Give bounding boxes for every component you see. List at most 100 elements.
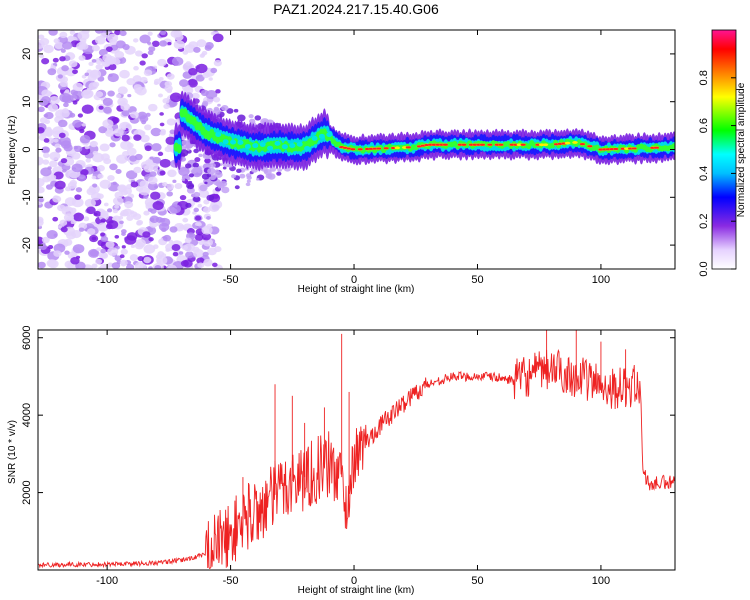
heatmap-noise-blob — [55, 147, 62, 153]
heatmap-noise-blob — [73, 145, 78, 150]
heatmap-noise-blob — [150, 127, 162, 137]
heatmap-noise-blob — [75, 187, 83, 193]
heatmap-noise-blob — [77, 30, 90, 41]
heatmap-noise-blob — [207, 167, 216, 175]
heatmap-noise-blob — [103, 106, 112, 114]
heatmap-noise-blob — [95, 258, 103, 265]
heatmap-noise-blob — [120, 248, 128, 255]
heatmap-noise-blob — [60, 158, 68, 164]
heatmap-noise-blob — [167, 169, 177, 178]
heatmap-ridge-peak — [572, 141, 578, 144]
heatmap-noise-blob — [233, 108, 239, 113]
heatmap-noise-blob — [182, 50, 189, 55]
heatmap-noise-blob — [48, 95, 60, 105]
heatmap-noise-blob — [107, 174, 115, 181]
heatmap-noise-blob — [149, 156, 154, 160]
heatmap-noise-blob — [221, 104, 229, 111]
heatmap-noise-blob — [90, 192, 102, 201]
heatmap-noise-blob — [77, 113, 83, 118]
heatmap-noise-blob — [77, 174, 87, 182]
heatmap-noise-blob — [63, 102, 69, 108]
heatmap-noise-blob — [120, 100, 126, 106]
heatmap-noise-blob — [100, 210, 109, 218]
heatmap-noise-blob — [217, 185, 222, 189]
heatmap-noise-blob — [42, 159, 50, 165]
heatmap-noise-blob — [212, 262, 218, 268]
heatmap-noise-blob — [204, 181, 208, 185]
heatmap-noise-blob — [62, 41, 73, 50]
heatmap-noise-blob — [172, 251, 179, 257]
heatmap-noise-blob — [135, 86, 147, 96]
heatmap-noise-blob — [129, 155, 138, 162]
heatmap-ridge-cell — [671, 143, 675, 150]
heatmap-noise-blob — [179, 149, 189, 157]
heatmap-noise-blob — [109, 163, 118, 171]
heatmap-noise-blob — [174, 182, 183, 190]
heatmap-noise-blob — [195, 74, 205, 82]
heatmap-noise-blob — [57, 74, 63, 79]
heatmap-noise-blob — [139, 115, 149, 123]
heatmap-noise-blob — [49, 160, 58, 168]
heatmap-noise-blob — [67, 181, 77, 189]
x-tick-label: 50 — [471, 274, 483, 286]
heatmap-noise-blob — [200, 53, 206, 57]
heatmap-noise-blob — [236, 168, 242, 174]
heatmap-noise-blob — [39, 117, 48, 124]
heatmap-noise-blob — [94, 35, 106, 45]
heatmap-noise-blob — [197, 262, 205, 268]
heatmap-noise-blob — [60, 140, 72, 149]
heatmap-noise-blob — [59, 31, 68, 39]
heatmap-noise-blob — [165, 136, 176, 145]
heatmap-ridge-cell — [289, 143, 296, 149]
heatmap-noise-blob — [53, 138, 59, 143]
heatmap-noise-blob — [183, 243, 196, 253]
heatmap-noise-blob — [155, 254, 163, 260]
snr-y-ticks: 2000 4000 6000 — [21, 325, 675, 505]
heatmap-noise-blob — [136, 219, 144, 226]
heatmap-noise-blob — [198, 153, 203, 158]
heatmap-noise-blob — [70, 220, 75, 225]
heatmap-noise-blob — [154, 185, 159, 189]
heatmap-noise-blob — [192, 196, 201, 203]
heatmap-noise-blob — [38, 261, 46, 269]
heatmap-noise-blob — [137, 255, 145, 262]
heatmap-noise-blob — [255, 177, 260, 181]
heatmap-noise-blob — [185, 251, 194, 259]
heatmap-noise-blob — [185, 202, 192, 208]
heatmap-noise-blob — [237, 114, 246, 122]
heatmap-noise-blob — [202, 100, 209, 106]
heatmap-ridge-peak — [442, 143, 448, 146]
colorbar: 0.0 0.2 0.4 0.6 0.8 Normalized spectral ampl… — [698, 29, 747, 277]
heatmap-noise-blob — [159, 122, 165, 127]
heatmap-noise-blob — [248, 114, 254, 119]
heatmap-noise-blob — [188, 180, 193, 184]
heatmap-noise-blob — [43, 113, 49, 118]
snr-x-label: Height of straight line (km) — [298, 585, 415, 596]
heatmap-noise-blob — [138, 264, 147, 269]
heatmap-noise-blob — [200, 89, 209, 97]
heatmap-noise-blob — [100, 235, 109, 242]
spectrogram-x-label: Height of straight line (km) — [298, 284, 415, 295]
heatmap-noise-blob — [98, 105, 104, 110]
heatmap-noise-blob — [115, 169, 122, 174]
heatmap-noise-blob — [79, 134, 91, 144]
heatmap-ridge-cell — [318, 133, 325, 139]
heatmap-noise-blob — [126, 264, 135, 269]
heatmap-noise-blob — [166, 73, 175, 80]
heatmap-noise-blob — [162, 182, 168, 187]
heatmap-noise-blob — [166, 183, 175, 190]
heatmap-noise-blob — [38, 156, 44, 166]
heatmap-noise-blob — [171, 56, 184, 66]
heatmap-noise-blob — [105, 46, 113, 52]
heatmap-noise-blob — [150, 208, 157, 214]
heatmap-noise-blob — [38, 127, 45, 134]
heatmap-ridge-cell — [304, 145, 311, 151]
heatmap-noise-blob — [151, 40, 160, 47]
heatmap-ridge-cell — [222, 139, 229, 145]
heatmap-ridge-peak — [520, 143, 526, 146]
heatmap-noise-blob — [147, 176, 158, 185]
heatmap-noise-blob — [39, 38, 50, 46]
heatmap-noise-blob — [111, 262, 121, 269]
heatmap-noise-blob — [130, 181, 139, 188]
heatmap-noise-blob — [71, 163, 83, 173]
